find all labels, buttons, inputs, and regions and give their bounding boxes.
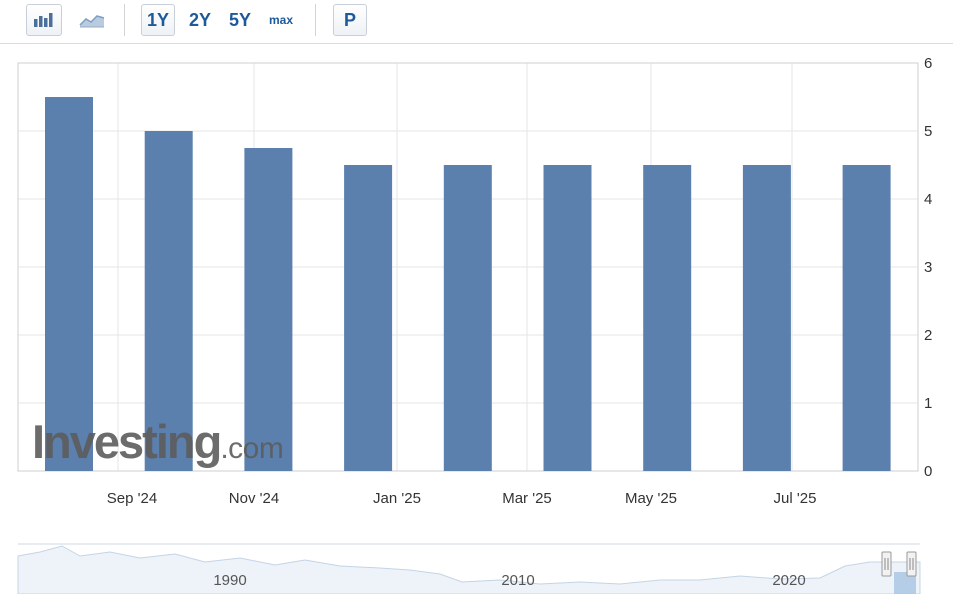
toolbar-separator <box>315 4 316 36</box>
navigator-handle[interactable] <box>881 551 892 577</box>
bar <box>45 97 93 471</box>
y-tick-label: 3 <box>924 259 932 276</box>
bar <box>842 165 891 471</box>
area-chart-button[interactable] <box>74 4 110 36</box>
bar <box>742 165 791 471</box>
bar <box>244 148 293 471</box>
y-tick-label: 2 <box>924 327 932 344</box>
range-5y-button[interactable]: 5Y <box>228 9 252 30</box>
x-tick-label: Mar '25 <box>502 490 552 507</box>
range-1y-button[interactable]: 1Y <box>141 4 175 36</box>
y-tick-label: 0 <box>924 463 932 480</box>
chart-toolbar: 1Y 2Y 5Y max P <box>0 0 953 44</box>
bar <box>344 165 393 471</box>
bar <box>144 131 193 471</box>
area-chart-icon <box>79 15 105 28</box>
toolbar-separator <box>124 4 125 36</box>
navigator-selected-range <box>894 572 916 594</box>
navigator-year-label: 2020 <box>772 572 805 589</box>
y-tick-label: 1 <box>924 395 932 412</box>
x-tick-label: Nov '24 <box>229 490 279 507</box>
bar-chart-button[interactable] <box>26 4 62 36</box>
y-tick-label: 5 <box>924 123 932 140</box>
print-button[interactable]: P <box>333 4 367 36</box>
range-navigator: 1990 2010 2020 <box>17 543 921 594</box>
range-max-button[interactable]: max <box>268 13 294 27</box>
y-tick-label: 4 <box>924 191 932 208</box>
x-tick-label: Jul '25 <box>774 490 817 507</box>
x-tick-label: Sep '24 <box>107 490 157 507</box>
bar-chart-icon <box>34 13 53 27</box>
investing-logo: Investing.com <box>32 415 284 468</box>
bar-chart: 0 1 2 3 4 5 6 Sep '24 Nov '24 Jan '25 Mar '25 May '… <box>17 55 932 507</box>
bar <box>543 165 592 471</box>
navigator-handle[interactable] <box>906 551 917 577</box>
navigator-year-label: 1990 <box>213 572 246 589</box>
range-2y-button[interactable]: 2Y <box>188 9 212 30</box>
x-tick-label: Jan '25 <box>373 490 421 507</box>
navigator-year-label: 2010 <box>501 572 534 589</box>
bar <box>643 165 692 471</box>
bar <box>443 165 492 471</box>
navigator-area-series <box>17 545 921 594</box>
x-tick-label: May '25 <box>625 490 677 507</box>
y-tick-label: 6 <box>924 55 932 72</box>
